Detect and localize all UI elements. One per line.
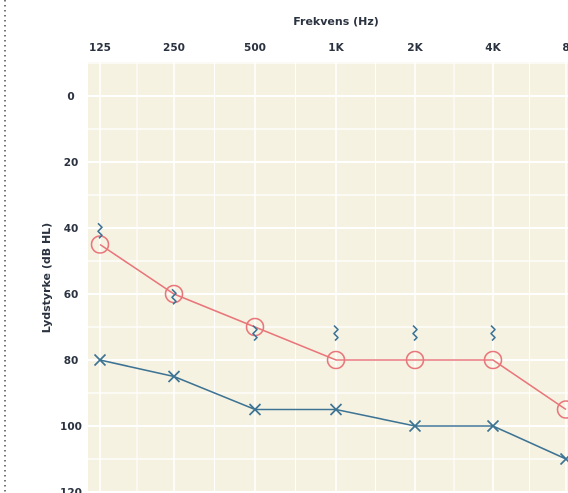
y-tick-label: 0 (67, 91, 74, 103)
cross-marker (248, 403, 262, 416)
squiggle-marker (171, 288, 177, 305)
circle-marker (326, 350, 346, 370)
cross-marker (93, 353, 107, 367)
y-axis-tick-labels: 0 20 40 60 80 100 120 (60, 91, 82, 493)
x-tick-label: 125 (89, 42, 111, 54)
series-cross (93, 353, 568, 466)
cross-marker (167, 370, 181, 383)
data-series (90, 222, 568, 466)
y-tick-label: 40 (64, 223, 79, 235)
y-tick-label: 80 (64, 355, 79, 367)
squiggle-marker (412, 325, 418, 342)
x-tick-label: 4K (485, 42, 501, 54)
squiggle-marker (252, 325, 258, 342)
cross-marker (559, 452, 568, 466)
circle-marker (405, 350, 425, 370)
circle-marker (90, 235, 110, 254)
x-tick-label: 1K (328, 42, 344, 54)
circle-marker (483, 350, 503, 370)
y-tick-label: 100 (60, 421, 82, 433)
cross-marker (408, 419, 422, 433)
x-tick-label: 250 (163, 42, 185, 54)
cross-marker (329, 403, 343, 416)
x-tick-label: 8 (562, 42, 568, 54)
squiggle-marker (333, 325, 339, 342)
series-circle (90, 235, 568, 419)
x-tick-label: 2K (407, 42, 423, 54)
x-axis-title: Frekvens (Hz) (293, 15, 379, 28)
circle-marker (556, 400, 568, 419)
squiggle-marker (97, 222, 103, 239)
y-axis-title: Lydstyrke (dB HL) (40, 223, 53, 333)
series-bone-conduction-squiggle (97, 222, 496, 342)
series-line (99, 243, 567, 411)
squiggle-marker (490, 325, 496, 342)
y-tick-label: 60 (64, 289, 79, 301)
x-tick-label: 500 (244, 42, 266, 54)
cross-marker (486, 419, 500, 433)
x-axis-tick-labels: 125 250 500 1K 2K 4K 8 (89, 42, 568, 54)
y-tick-label: 120 (60, 487, 82, 493)
y-tick-label: 20 (64, 157, 79, 169)
